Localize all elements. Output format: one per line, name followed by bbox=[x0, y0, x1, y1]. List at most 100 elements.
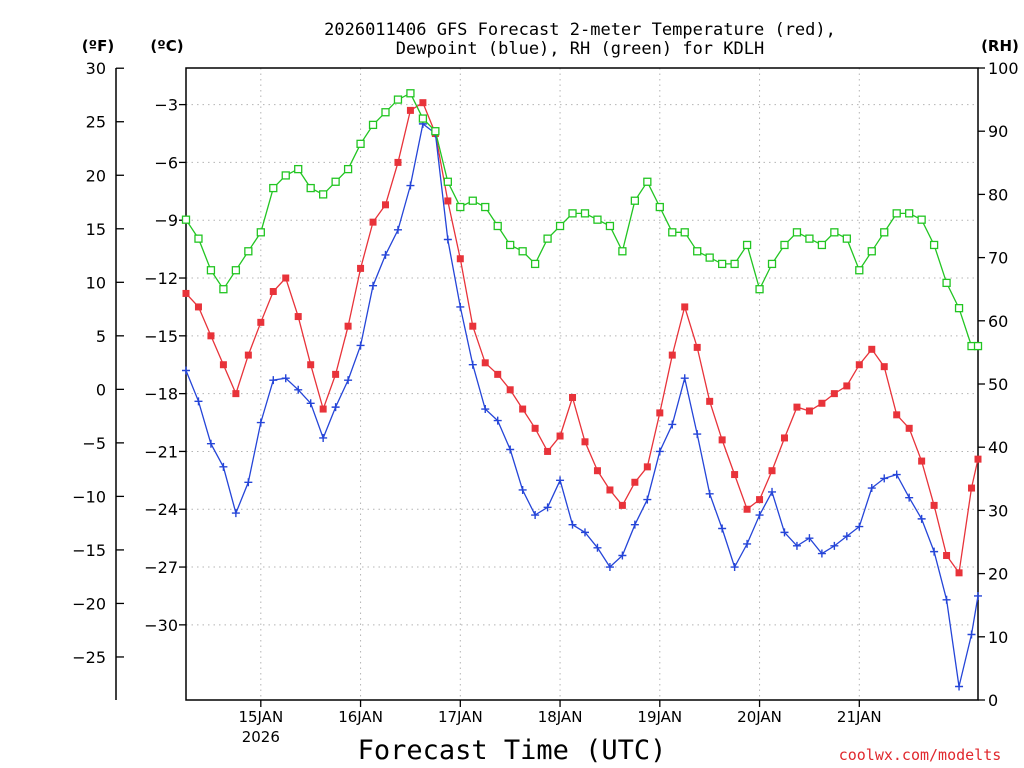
2-meter-temperature-point bbox=[519, 405, 527, 413]
dewpoint-point bbox=[593, 543, 602, 552]
relative-humidity-point bbox=[256, 228, 265, 237]
dewpoint-point bbox=[780, 528, 789, 537]
relative-humidity-point bbox=[555, 221, 565, 231]
dewpoint-point bbox=[244, 478, 253, 487]
celsius-tick-label: −12 bbox=[144, 269, 178, 288]
time-tick-label: 21JAN bbox=[837, 708, 882, 726]
2-meter-temperature-point bbox=[456, 255, 464, 263]
2-meter-temperature-point bbox=[294, 313, 302, 321]
2-meter-temperature-point bbox=[544, 447, 552, 455]
dewpoint-point bbox=[730, 563, 739, 572]
dewpoint-point bbox=[892, 470, 901, 479]
2-meter-temperature-point bbox=[693, 343, 701, 351]
relative-humidity-point bbox=[680, 228, 689, 237]
relative-humidity-point bbox=[319, 190, 328, 199]
2-meter-temperature-point bbox=[643, 463, 651, 471]
dewpoint-point bbox=[630, 520, 639, 529]
relative-humidity-point bbox=[942, 278, 951, 288]
celsius-tick-label: −24 bbox=[144, 500, 178, 519]
dewpoint-point bbox=[331, 403, 340, 412]
relative-humidity-point bbox=[518, 247, 527, 256]
dewpoint-point bbox=[531, 511, 540, 520]
relative-humidity-point bbox=[805, 234, 814, 243]
2-meter-temperature-point bbox=[556, 432, 564, 440]
series-layer bbox=[181, 89, 983, 691]
dewpoint-point bbox=[518, 485, 527, 494]
relative-humidity-point bbox=[892, 209, 901, 218]
time-tick-label: 19JAN bbox=[637, 708, 682, 726]
relative-humidity-point bbox=[755, 285, 764, 294]
celsius-tick-label: −3 bbox=[154, 96, 178, 115]
2-meter-temperature-point bbox=[718, 436, 726, 444]
fahrenheit-tick-label: 20 bbox=[86, 166, 106, 185]
celsius-tick-label: −6 bbox=[154, 153, 178, 172]
rh-tick-label: 10 bbox=[988, 628, 1008, 647]
2-meter-temperature-point bbox=[668, 351, 676, 359]
2-meter-temperature-point bbox=[855, 361, 863, 369]
fahrenheit-tick-label: 25 bbox=[86, 113, 106, 132]
relative-humidity-point bbox=[418, 114, 428, 123]
2-meter-temperature-point bbox=[930, 501, 938, 509]
fahrenheit-tick-label: 10 bbox=[86, 273, 106, 292]
celsius-unit-label: (ºC) bbox=[150, 37, 183, 55]
dewpoint-point bbox=[855, 522, 864, 531]
relative-humidity-point bbox=[830, 228, 839, 237]
time-tick-sublabel: 2026 bbox=[242, 728, 280, 746]
relative-humidity-point bbox=[905, 209, 914, 218]
dewpoint-point bbox=[930, 547, 939, 556]
relative-humidity-point bbox=[643, 177, 652, 186]
relative-humidity-point bbox=[381, 108, 390, 117]
grid-lines bbox=[186, 68, 978, 700]
2-meter-temperature-point bbox=[618, 501, 626, 509]
2-meter-temperature-point bbox=[780, 434, 788, 442]
2-meter-temperature-point bbox=[743, 505, 751, 513]
relative-humidity-point bbox=[842, 234, 851, 243]
dewpoint-point bbox=[768, 487, 777, 496]
rh-tick-label: 0 bbox=[988, 691, 998, 710]
relative-humidity-series bbox=[181, 89, 983, 351]
celsius-tick-label: −27 bbox=[144, 558, 178, 577]
relative-humidity-point bbox=[406, 89, 415, 98]
dewpoint-point bbox=[805, 534, 814, 543]
fahrenheit-tick-label: −5 bbox=[82, 434, 106, 453]
2-meter-temperature-point bbox=[282, 274, 290, 282]
credit-link[interactable]: coolwx.com/modelts bbox=[839, 746, 1002, 764]
fahrenheit-tick-label: 30 bbox=[86, 59, 106, 78]
celsius-tick-label: −18 bbox=[144, 385, 178, 404]
2-meter-temperature-point bbox=[868, 345, 876, 353]
dewpoint-point bbox=[556, 476, 565, 485]
2-meter-temperature-point bbox=[581, 438, 589, 446]
dewpoint-point bbox=[705, 489, 714, 498]
2-meter-temperature-point bbox=[818, 399, 826, 407]
dewpoint-point bbox=[830, 541, 839, 550]
dewpoint-point bbox=[967, 630, 976, 639]
rh-tick-label: 60 bbox=[988, 312, 1008, 331]
relative-humidity-point bbox=[717, 259, 727, 269]
2-meter-temperature-point bbox=[307, 361, 315, 369]
dewpoint-point bbox=[381, 250, 390, 259]
rh-tick-label: 80 bbox=[988, 185, 1008, 204]
2-meter-temperature-point bbox=[974, 455, 982, 463]
2-meter-temperature-point bbox=[943, 551, 951, 559]
time-tick-label: 15JAN bbox=[238, 708, 283, 726]
2-meter-temperature-point bbox=[469, 322, 477, 330]
dewpoint-point bbox=[974, 591, 982, 600]
2-meter-temperature-point bbox=[344, 322, 352, 330]
relative-humidity-point bbox=[929, 240, 939, 250]
dewpoint-point bbox=[917, 514, 926, 523]
2-meter-temperature-point bbox=[606, 486, 614, 494]
relative-humidity-point bbox=[468, 196, 477, 205]
dewpoint-point bbox=[942, 595, 951, 604]
relative-humidity-point bbox=[655, 202, 664, 212]
dewpoint-point bbox=[543, 503, 552, 512]
dewpoint-point bbox=[568, 520, 577, 529]
dewpoint-point bbox=[867, 484, 876, 493]
relative-humidity-point bbox=[973, 341, 983, 351]
2-meter-temperature-point bbox=[444, 197, 452, 205]
celsius-axis: −3 −6 −9 −12 −15 −18 −21 −24 −27 −30 bbox=[144, 96, 186, 635]
2-meter-temperature-point bbox=[394, 158, 402, 166]
2-meter-temperature-point bbox=[269, 288, 277, 296]
dewpoint-point bbox=[219, 462, 228, 471]
fahrenheit-tick-label: 15 bbox=[86, 220, 106, 239]
